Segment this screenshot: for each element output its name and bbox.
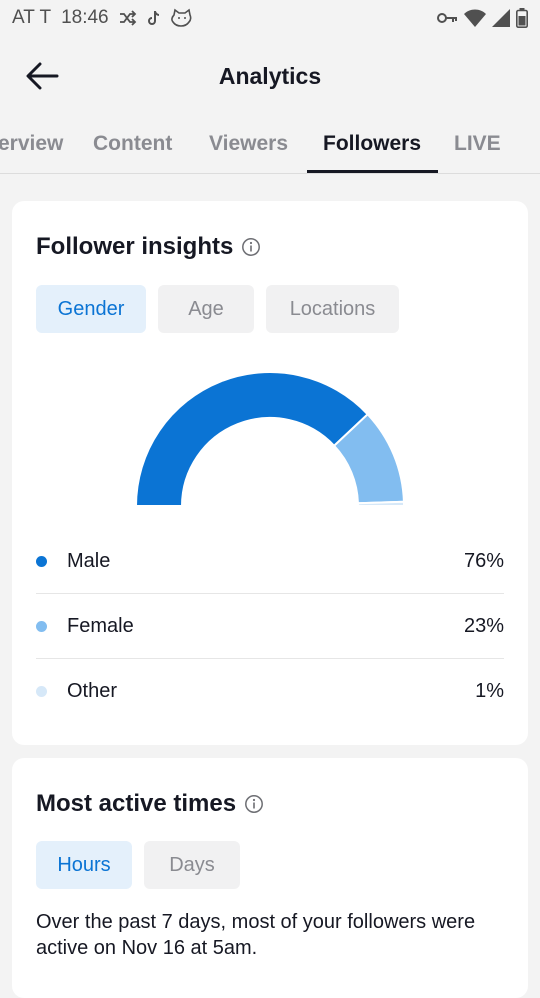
info-icon[interactable] <box>244 794 264 814</box>
follower-insights-title: Follower insights <box>36 233 234 260</box>
legend-row-other: Other 1% <box>36 659 504 723</box>
gender-semi-donut-chart <box>134 371 406 507</box>
battery-icon <box>516 8 528 28</box>
page-title: Analytics <box>218 62 322 89</box>
status-right <box>436 8 528 28</box>
back-button[interactable] <box>22 58 62 94</box>
male-legend-dot <box>36 555 47 567</box>
status-left: AT T 18:46 <box>12 7 193 29</box>
shuffle-icon <box>119 10 137 26</box>
status-bar: AT T 18:46 <box>0 0 540 36</box>
tiktok-icon <box>147 10 161 26</box>
legend-label-male: Male <box>67 549 111 572</box>
most-active-summary: Over the past 7 days, most of your follo… <box>36 911 476 959</box>
chip-locations[interactable]: Locations <box>266 285 399 333</box>
female-legend-dot <box>36 620 47 632</box>
most-active-times-card: Most active times Hours Days Over the pa… <box>12 758 528 998</box>
most-active-times-title: Most active times <box>36 790 237 817</box>
tab-followers[interactable]: Followers <box>323 132 422 155</box>
legend-row-female: Female 23% <box>36 594 504 659</box>
cat-icon <box>170 8 193 28</box>
chart-slice-other <box>356 500 406 507</box>
carrier-label: AT T <box>12 7 52 28</box>
legend-value-female: 23% <box>463 614 504 637</box>
vpn-key-icon <box>436 11 458 25</box>
clock: 18:46 <box>61 7 109 28</box>
arrow-left-icon <box>26 62 59 90</box>
signal-icon <box>492 9 510 27</box>
tab-live[interactable]: LIVE <box>454 132 501 155</box>
app-header: Analytics <box>0 40 540 112</box>
legend-value-other: 1% <box>475 679 504 702</box>
chip-age[interactable]: Age <box>158 285 254 333</box>
chip-hours[interactable]: Hours <box>36 841 132 889</box>
chip-gender[interactable]: Gender <box>36 285 146 333</box>
most-active-times-header: Most active times <box>36 790 264 818</box>
info-icon[interactable] <box>241 237 261 257</box>
legend-label-female: Female <box>67 614 134 637</box>
chart-slice-male <box>134 371 370 507</box>
other-legend-dot <box>36 685 47 697</box>
legend-value-male: 76% <box>463 549 504 572</box>
follower-insights-card: Follower insights Gender Age Locations M… <box>12 201 528 745</box>
chip-days[interactable]: Days <box>144 841 240 889</box>
tab-viewers[interactable]: Viewers <box>209 132 289 155</box>
active-tab-indicator <box>307 170 438 173</box>
follower-insights-header: Follower insights <box>36 233 261 261</box>
tab-overview[interactable]: erview <box>0 132 64 155</box>
wifi-icon <box>464 9 486 27</box>
analytics-tabs: erview Content Viewers Followers LIVE <box>0 120 540 174</box>
tab-content[interactable]: Content <box>93 132 173 155</box>
legend-row-male: Male 76% <box>36 529 504 594</box>
legend-label-other: Other <box>67 679 118 702</box>
